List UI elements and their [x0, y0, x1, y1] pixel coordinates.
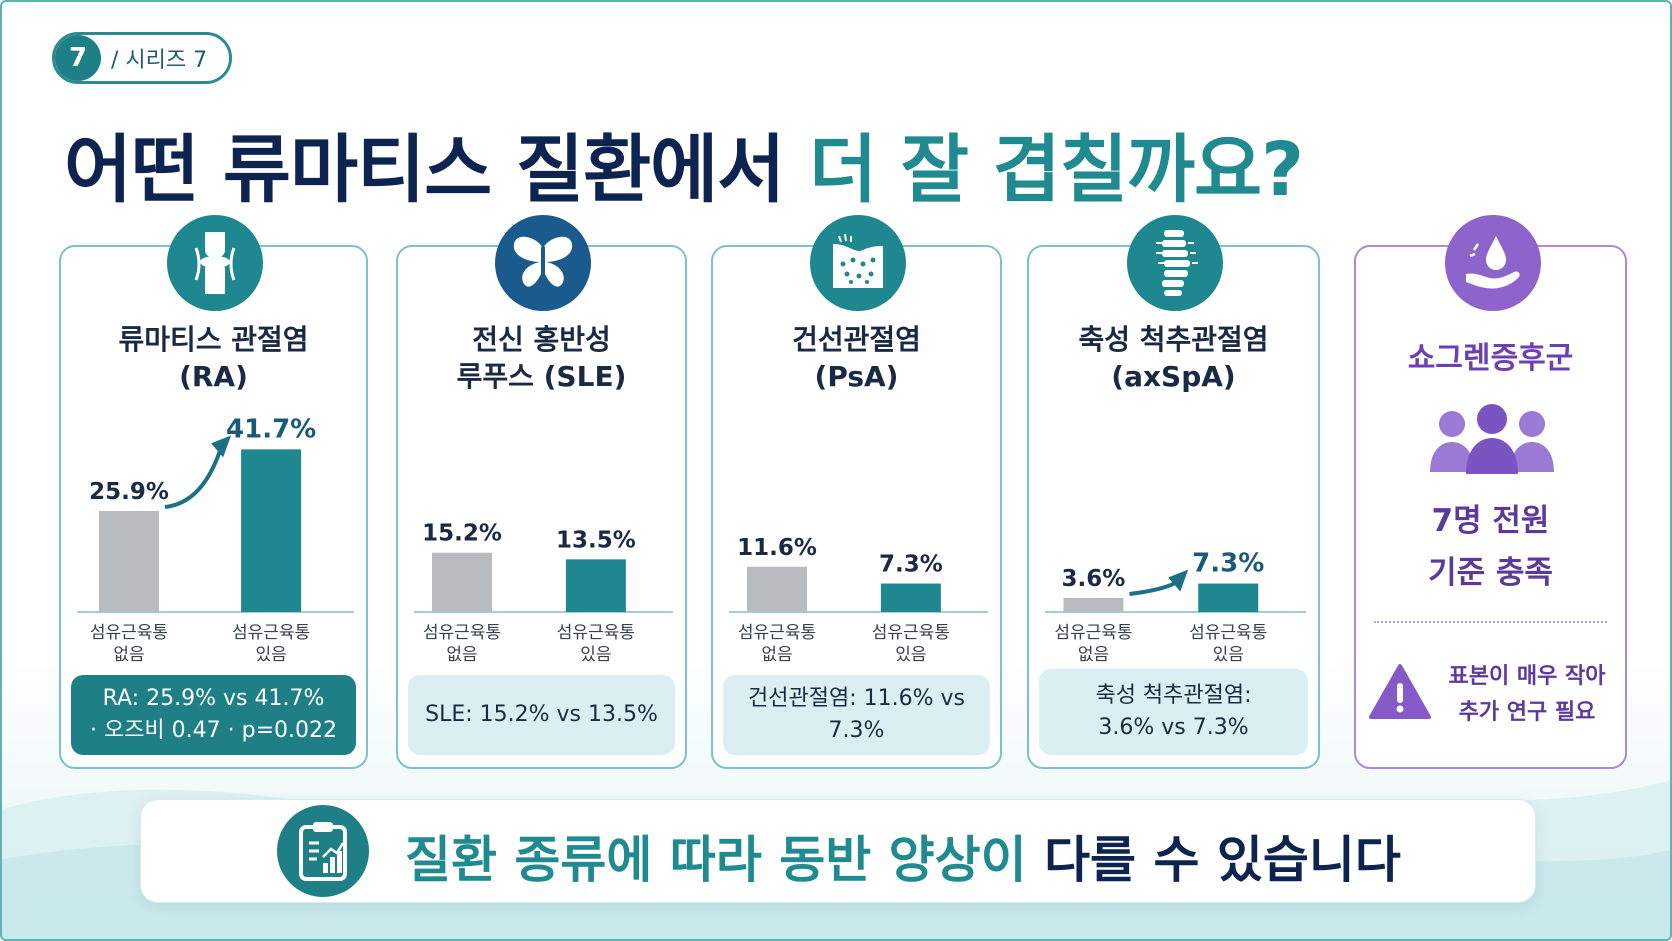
clipboard-chart-icon — [277, 805, 369, 897]
summary-box: RA: 25.9% vs 41.7% · 오즈비 0.47 · p=0.022 — [71, 675, 356, 755]
card-title-line2: 루푸스 (SLE) — [456, 360, 627, 393]
card-ra: 류마티스 관절염 (RA) 25.9% 섬유근육통 없음 41.7% 섬유근육통 있음 R… — [59, 215, 368, 769]
bar-fm — [565, 559, 626, 612]
sjogren-line2: 기준 충족 — [1428, 555, 1553, 591]
series-badge: 7 / 시리즈 7 — [52, 32, 232, 84]
tick-label: 있음 — [1213, 645, 1244, 665]
tick-label: 없음 — [1078, 645, 1109, 665]
trend-arrow-head — [211, 435, 232, 458]
summary-line1: 축성 척추관절염: — [1095, 683, 1252, 708]
bar-no-fm — [98, 510, 159, 612]
knee-joint-icon — [167, 215, 263, 311]
data-label: 11.6% — [737, 535, 817, 561]
sjogren-note: 표본이 매우 작아 추가 연구 필요 — [1442, 659, 1612, 731]
sjogren-result: 7명 전원 기준 충족 — [1356, 495, 1625, 599]
divider — [1374, 621, 1607, 623]
tick-label: 섬유근육통 — [872, 623, 950, 643]
card-title: 건선관절염 (PsA) — [713, 321, 1000, 395]
conclusion-banner: 질환 종류에 따라 동반 양상이 다를 수 있습니다 — [140, 799, 1536, 903]
data-label: 15.2% — [422, 521, 502, 547]
spine-icon — [1127, 215, 1223, 311]
data-label: 41.7% — [226, 414, 316, 444]
tick-label: 있음 — [895, 645, 926, 665]
summary-line1: RA: 25.9% vs 41.7% — [102, 686, 325, 711]
summary-box: 축성 척추관절염: 3.6% vs 7.3% — [1039, 669, 1308, 755]
tick-label: 섬유근육통 — [738, 623, 816, 643]
card-title: 축성 척추관절염 (axSpA) — [1029, 321, 1318, 395]
tick-label: 있음 — [580, 645, 611, 665]
butterfly-icon — [495, 215, 591, 311]
bar-no-fm — [1063, 597, 1124, 612]
data-label: 3.6% — [1062, 566, 1126, 592]
bar-no-fm — [747, 566, 808, 612]
card-title: 전신 홍반성 루푸스 (SLE) — [398, 321, 685, 395]
water-drop-hand-icon — [1445, 215, 1541, 311]
bar-fm — [1198, 583, 1259, 612]
data-label: 25.9% — [89, 479, 169, 505]
data-label: 13.5% — [556, 527, 636, 553]
data-label: 7.3% — [1192, 549, 1264, 579]
summary-box: SLE: 15.2% vs 13.5% — [408, 675, 675, 755]
note-line1: 표본이 매우 작아 — [1448, 664, 1606, 689]
warning-icon — [1369, 664, 1431, 719]
card-title: 쇼그렌증후군 — [1407, 341, 1574, 376]
tick-label: 있음 — [255, 645, 286, 665]
tick-label: 섬유근육통 — [232, 623, 310, 643]
card-title: 류마티스 관절염 (RA) — [61, 321, 366, 395]
skin-psoriasis-icon — [810, 215, 906, 311]
summary-line1: 건선관절염: 11.6% vs 7.3% — [748, 686, 965, 743]
trend-arrow — [164, 446, 224, 509]
trend-arrow — [1129, 579, 1180, 596]
tick-label: 없음 — [446, 645, 477, 665]
conclusion-rest: 다를 수 있습니다 — [1044, 831, 1401, 889]
bar-no-fm — [432, 552, 493, 612]
tick-label: 없음 — [761, 645, 792, 665]
conclusion-highlight: 질환 종류에 따라 동반 양상이 — [405, 831, 1027, 889]
data-label: 7.3% — [879, 552, 943, 578]
series-label: / 시리즈 7 — [111, 48, 208, 73]
tick-label: 섬유근육통 — [1054, 623, 1132, 643]
card-axspa: 축성 척추관절염 (axSpA) 3.6% 섬유근육통 없음 7.3% 섬유근육통 있음 … — [1027, 215, 1320, 769]
tick-label: 섬유근육통 — [557, 623, 635, 643]
card-psa: 건선관절염 (PsA) 11.6% 섬유근육통 없음 7.3% 섬유근육통 있음 건선관절… — [711, 215, 1002, 769]
card-title-line1: 건선관절염 — [792, 323, 921, 356]
card-sle: 전신 홍반성 루푸스 (SLE) 15.2% 섬유근육통 없음 13.5% 섬유근육통 있… — [396, 215, 687, 769]
card-title-line1: 전신 홍반성 — [472, 323, 611, 356]
bar-fm — [880, 583, 941, 612]
card-title-line2: (RA) — [179, 360, 248, 393]
series-number: 7 — [55, 35, 101, 81]
people-group-icon — [1430, 404, 1554, 474]
summary-line2: · 오즈비 0.47 · p=0.022 — [89, 718, 338, 743]
card-sjogren: 쇼그렌증후군 7명 전원 기준 충족 표본이 매우 작아 추가 연 — [1354, 215, 1627, 769]
conclusion-text: 질환 종류에 따라 동반 양상이 다를 수 있습니다 — [405, 820, 1401, 892]
card-title-line1: 류마티스 관절염 — [118, 323, 309, 356]
note-line2: 추가 연구 필요 — [1458, 700, 1596, 725]
card-title-line2: (PsA) — [814, 360, 899, 393]
card-title-line1: 축성 척추관절염 — [1078, 323, 1269, 356]
sjogren-line1: 7명 전원 — [1431, 503, 1550, 539]
summary-box: 건선관절염: 11.6% vs 7.3% — [723, 675, 990, 755]
page-title: 어떤 류마티스 질환에서 더 잘 겹칠까요? — [64, 110, 1304, 217]
title-main: 어떤 류마티스 질환에서 — [64, 127, 785, 213]
title-highlight: 더 잘 겹칠까요? — [809, 127, 1304, 213]
card-title-line2: (axSpA) — [1111, 360, 1236, 393]
bar-fm — [241, 449, 302, 612]
tick-label: 섬유근육통 — [423, 623, 501, 643]
tick-label: 섬유근육통 — [90, 623, 168, 643]
summary-line1: SLE: 15.2% vs 13.5% — [425, 702, 658, 727]
tick-label: 섬유근육통 — [1189, 623, 1267, 643]
summary-line2: 3.6% vs 7.3% — [1098, 715, 1249, 740]
tick-label: 없음 — [113, 645, 144, 665]
trend-arrow-head — [1168, 569, 1189, 592]
